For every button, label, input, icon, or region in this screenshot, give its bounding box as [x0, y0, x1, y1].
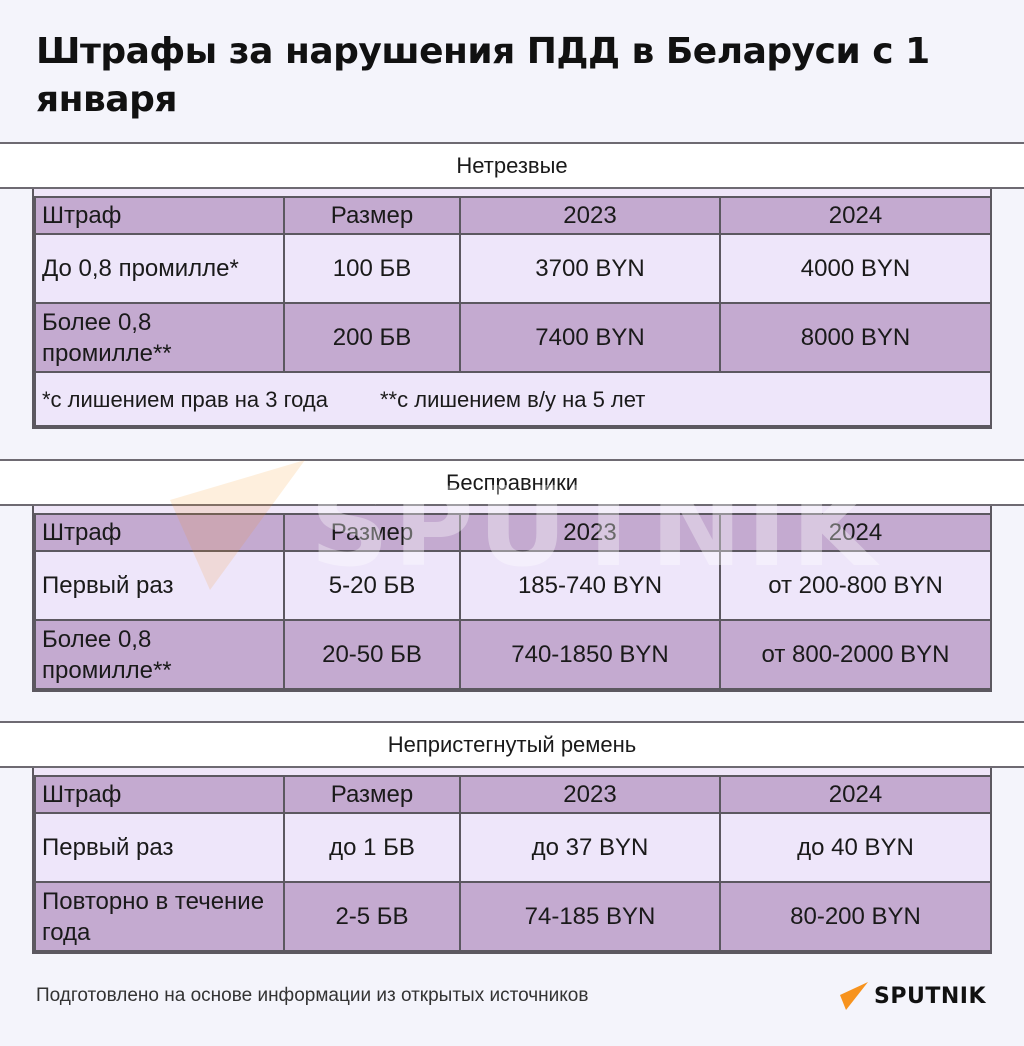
column-header-fine: Штраф	[34, 775, 285, 814]
table-row: Повторно в течение года 2-5 БВ 74-185 BY…	[34, 881, 992, 952]
cell-fine: Более 0,8 промилле**	[34, 619, 285, 690]
cell-amount: 100 БВ	[283, 233, 461, 304]
cell-amount: до 1 БВ	[283, 812, 461, 883]
cell-2023: 74-185 BYN	[459, 881, 721, 952]
table-header-row: Штраф Размер 2023 2024	[34, 513, 992, 552]
cell-fine: Первый раз	[34, 812, 285, 883]
column-header-2023: 2023	[459, 513, 721, 552]
table-header-row: Штраф Размер 2023 2024	[34, 775, 992, 814]
table-drunk: Штраф Размер 2023 2024 До 0,8 промилле* …	[32, 187, 992, 429]
cell-amount: 20-50 БВ	[283, 619, 461, 690]
cell-2024: до 40 BYN	[719, 812, 992, 883]
cell-amount: 200 БВ	[283, 302, 461, 373]
section-heading-unlicensed: Бесправники	[0, 459, 1024, 506]
page-title: Штрафы за нарушения ПДД в Беларуси с 1 я…	[36, 31, 930, 120]
table-row: До 0,8 промилле* 100 БВ 3700 BYN 4000 BY…	[34, 233, 992, 304]
logo-text: SPUTNIK	[874, 983, 986, 1009]
table-row: Первый раз 5-20 БВ 185-740 BYN от 200-80…	[34, 550, 992, 621]
cell-2023: 7400 BYN	[459, 302, 721, 373]
cell-2024: 80-200 BYN	[719, 881, 992, 952]
cell-2023: 185-740 BYN	[459, 550, 721, 621]
cell-fine: Более 0,8 промилле**	[34, 302, 285, 373]
section-heading-drunk: Нетрезвые	[0, 142, 1024, 189]
column-header-fine: Штраф	[34, 196, 285, 235]
table-seatbelt: Штраф Размер 2023 2024 Первый раз до 1 Б…	[32, 766, 992, 954]
cell-amount: 2-5 БВ	[283, 881, 461, 952]
column-header-amount: Размер	[283, 775, 461, 814]
cell-2024: 4000 BYN	[719, 233, 992, 304]
cell-2023: 3700 BYN	[459, 233, 721, 304]
table-row: Более 0,8 промилле** 200 БВ 7400 BYN 800…	[34, 302, 992, 373]
table-unlicensed: Штраф Размер 2023 2024 Первый раз 5-20 Б…	[32, 504, 992, 692]
cell-2024: от 200-800 BYN	[719, 550, 992, 621]
sputnik-wing-icon	[840, 982, 868, 1010]
table-row: Более 0,8 промилле** 20-50 БВ 740-1850 B…	[34, 619, 992, 690]
column-header-amount: Размер	[283, 513, 461, 552]
column-header-amount: Размер	[283, 196, 461, 235]
source-note: Подготовлено на основе информации из отк…	[36, 985, 589, 1006]
column-header-2024: 2024	[719, 775, 992, 814]
footnote-1: *с лишением прав на 3 года	[42, 386, 328, 412]
table-header-row: Штраф Размер 2023 2024	[34, 196, 992, 235]
cell-fine: Повторно в течение года	[34, 881, 285, 952]
column-header-2023: 2023	[459, 196, 721, 235]
cell-fine: Первый раз	[34, 550, 285, 621]
cell-amount: 5-20 БВ	[283, 550, 461, 621]
section-heading-seatbelt: Непристегнутый ремень	[0, 721, 1024, 768]
cell-2024: 8000 BYN	[719, 302, 992, 373]
sputnik-logo: SPUTNIK	[838, 980, 986, 1012]
column-header-fine: Штраф	[34, 513, 285, 552]
cell-fine: До 0,8 промилле*	[34, 233, 285, 304]
column-header-2024: 2024	[719, 196, 992, 235]
column-header-2024: 2024	[719, 513, 992, 552]
footnote-row: *с лишением прав на 3 года **с лишением в…	[34, 371, 992, 427]
cell-2024: от 800-2000 BYN	[719, 619, 992, 690]
table-row: Первый раз до 1 БВ до 37 BYN до 40 BYN	[34, 812, 992, 883]
column-header-2023: 2023	[459, 775, 721, 814]
footnote-2: **с лишением в/у на 5 лет	[380, 386, 646, 412]
cell-2023: до 37 BYN	[459, 812, 721, 883]
cell-2023: 740-1850 BYN	[459, 619, 721, 690]
